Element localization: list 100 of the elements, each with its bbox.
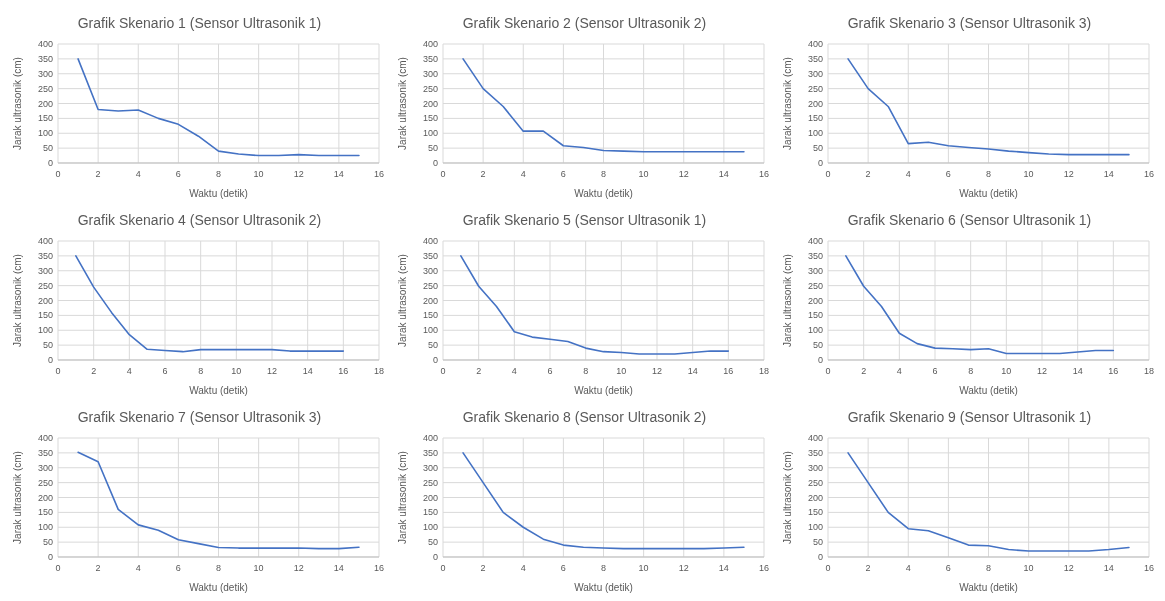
x-tick-label: 2 [95,169,101,179]
x-tick-label: 4 [135,169,141,179]
x-tick-label: 2 [865,563,871,573]
y-tick-label: 400 [422,39,438,49]
x-tick-label: 0 [55,563,61,573]
y-tick-label: 250 [422,83,438,94]
y-tick-label: 0 [432,355,438,365]
x-tick-label: 14 [718,169,729,179]
x-tick-label: 12 [678,169,689,179]
y-tick-label: 300 [37,462,53,473]
y-tick-label: 400 [422,236,438,246]
y-tick-label: 0 [432,158,438,168]
x-tick-label: 12 [1063,563,1074,573]
x-axis-title: Waktu (detik) [189,188,248,199]
x-tick-label: 0 [825,563,831,573]
y-tick-label: 250 [807,83,823,94]
x-tick-label: 12 [266,366,278,376]
y-tick-label: 400 [37,433,53,443]
y-tick-label: 300 [422,462,438,473]
x-tick-label: 2 [95,563,101,573]
y-tick-label: 50 [427,143,438,154]
y-tick-label: 350 [37,447,53,458]
x-tick-label: 2 [480,169,486,179]
y-tick-label: 300 [807,68,823,79]
x-tick-label: 0 [825,169,831,179]
y-tick-label: 350 [807,250,823,261]
y-tick-label: 0 [47,158,53,168]
y-tick-label: 0 [817,552,823,562]
y-tick-label: 200 [422,295,438,306]
x-tick-label: 14 [333,169,344,179]
y-tick-label: 200 [37,492,53,503]
x-tick-label: 10 [1023,169,1034,179]
x-tick-label: 10 [231,366,242,376]
y-tick-label: 300 [807,462,823,473]
x-axis-title: Waktu (detik) [574,188,633,199]
y-tick-label: 50 [42,537,53,548]
x-tick-label: 6 [547,366,553,376]
line-series [75,255,345,353]
x-tick-label: 12 [1063,169,1074,179]
y-tick-label: 50 [42,143,53,154]
x-tick-label: 14 [1103,563,1114,573]
y-tick-label: 0 [817,355,823,365]
x-tick-label: 12 [1036,366,1048,376]
y-tick-label: 250 [37,477,53,488]
y-tick-label: 50 [812,143,823,154]
x-axis-title: Waktu (detik) [189,582,248,593]
chart-title: Grafik Skenario 1 (Sensor Ultrasonik 1) [77,15,322,31]
x-tick-label: 4 [135,563,141,573]
y-tick-label: 350 [422,250,438,261]
y-tick-label: 0 [432,552,438,562]
x-tick-label: 16 [1143,563,1155,573]
x-tick-label: 14 [302,366,313,376]
y-tick-label: 250 [422,280,438,291]
line-series [462,452,745,550]
chart-title: Grafik Skenario 4 (Sensor Ultrasonik 2) [77,212,322,228]
x-tick-label: 6 [175,169,181,179]
x-tick-label: 0 [440,366,446,376]
x-tick-label: 10 [616,366,627,376]
y-tick-label: 300 [807,265,823,276]
y-tick-label: 150 [422,310,438,321]
chart-title: Grafik Skenario 9 (Sensor Ultrasonik 1) [847,409,1092,425]
x-tick-label: 10 [638,563,649,573]
y-tick-label: 400 [807,236,823,246]
x-axis-title: Waktu (detik) [574,582,633,593]
y-axis-title: Jarak ultrasonik (cm) [397,57,408,150]
x-tick-label: 2 [91,366,97,376]
chart-title: Grafik Skenario 5 (Sensor Ultrasonik 1) [462,212,707,228]
y-tick-label: 50 [812,340,823,351]
chart-title: Grafik Skenario 7 (Sensor Ultrasonik 3) [77,409,322,425]
x-axis-title: Waktu (detik) [574,385,633,396]
x-tick-label: 4 [896,366,902,376]
chart-title: Grafik Skenario 6 (Sensor Ultrasonik 1) [847,212,1092,228]
x-tick-label: 16 [758,563,770,573]
y-tick-label: 50 [427,537,438,548]
x-tick-label: 2 [480,563,486,573]
y-tick-label: 200 [37,98,53,109]
x-tick-label: 8 [198,366,204,376]
y-tick-label: 150 [37,310,53,321]
y-tick-label: 350 [807,53,823,64]
line-series [462,58,745,153]
x-tick-label: 6 [932,366,938,376]
y-tick-label: 200 [422,492,438,503]
x-tick-label: 8 [985,169,992,179]
line-series [460,255,730,355]
y-axis-title: Jarak ultrasonik (cm) [782,57,793,150]
x-tick-label: 12 [293,169,304,179]
y-tick-label: 100 [807,522,823,533]
y-tick-label: 100 [37,128,53,139]
x-tick-label: 16 [338,366,349,376]
y-tick-label: 100 [807,128,823,139]
y-tick-label: 400 [807,39,823,49]
line-series [77,58,360,157]
x-tick-label: 8 [583,366,589,376]
y-tick-label: 250 [37,83,53,94]
y-tick-label: 250 [807,477,823,488]
x-tick-label: 16 [1108,366,1119,376]
x-tick-label: 12 [293,563,304,573]
x-axis-title: Waktu (detik) [959,188,1018,199]
y-tick-label: 300 [37,68,53,79]
chart-title: Grafik Skenario 3 (Sensor Ultrasonik 3) [847,15,1092,31]
